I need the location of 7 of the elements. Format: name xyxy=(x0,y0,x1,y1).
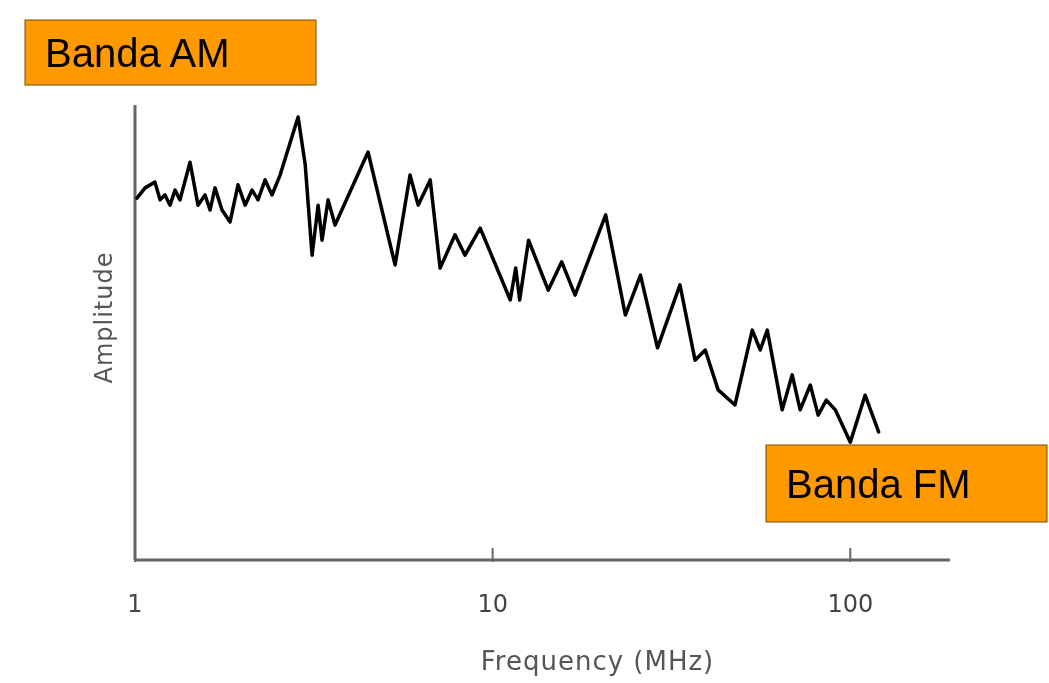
x-axis-title: Frequency (MHz) xyxy=(480,646,715,676)
x-tick-label: 100 xyxy=(827,590,874,618)
y-axis-title: Amplitude xyxy=(90,251,118,384)
x-tick-label: 10 xyxy=(477,590,508,618)
annotation: Banda FM xyxy=(786,461,971,506)
x-tick-label: 1 xyxy=(127,590,143,618)
text: Banda AM xyxy=(45,30,230,75)
